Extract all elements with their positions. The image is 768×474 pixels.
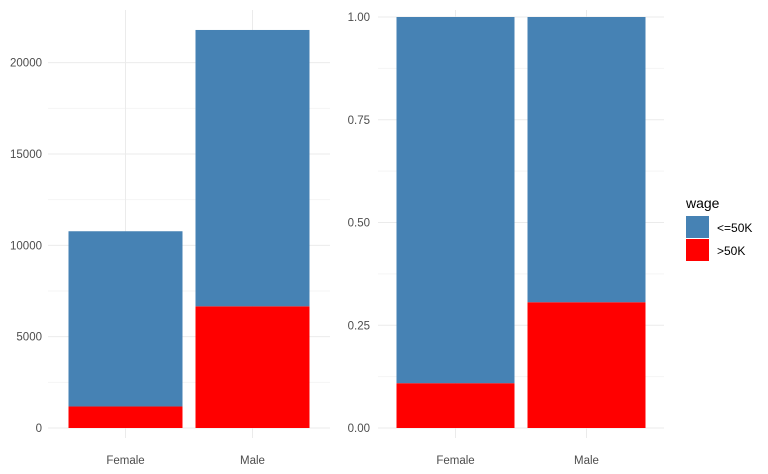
y-tick-label: 0.75 bbox=[348, 115, 370, 127]
bar-male-gt50k bbox=[195, 306, 310, 428]
legend-label-gt50k: >50K bbox=[717, 244, 745, 258]
legend-label-le50k: <=50K bbox=[717, 221, 752, 235]
y-tick-label: 1.00 bbox=[348, 12, 370, 24]
bar-male-le50k bbox=[527, 17, 646, 303]
legend-swatch-gt50k bbox=[686, 239, 709, 261]
bar-male-gt50k bbox=[527, 302, 646, 428]
y-tick-label: 0.50 bbox=[348, 218, 370, 230]
legend-title: wage bbox=[685, 195, 720, 211]
x-tick-label-female: Female bbox=[106, 455, 144, 467]
y-tick-label: 5000 bbox=[16, 332, 42, 344]
legend: wage <=50K >50K bbox=[685, 195, 752, 261]
y-tick-label: 15000 bbox=[10, 149, 42, 161]
right-panel-proportion-chart: 0.00 0.25 0.50 0.75 1.00 Female Male bbox=[348, 10, 664, 467]
bar-female-gt50k bbox=[396, 383, 515, 428]
y-tick-label: 0 bbox=[36, 423, 42, 435]
legend-swatch-le50k bbox=[686, 216, 709, 238]
x-tick-label-male: Male bbox=[574, 455, 599, 467]
bar-male-le50k bbox=[195, 29, 310, 307]
x-tick-label-female: Female bbox=[436, 455, 474, 467]
left-panel-count-chart: 0 5000 10000 15000 20000 Female Male bbox=[10, 10, 330, 467]
y-tick-label: 20000 bbox=[10, 58, 42, 70]
x-tick-label-male: Male bbox=[240, 455, 265, 467]
bar-female-le50k bbox=[396, 17, 515, 384]
y-tick-label: 0.25 bbox=[348, 320, 370, 332]
bar-female-gt50k bbox=[68, 406, 183, 428]
y-tick-label: 10000 bbox=[10, 240, 42, 252]
bar-female-le50k bbox=[68, 231, 183, 407]
y-tick-label: 0.00 bbox=[348, 423, 370, 435]
